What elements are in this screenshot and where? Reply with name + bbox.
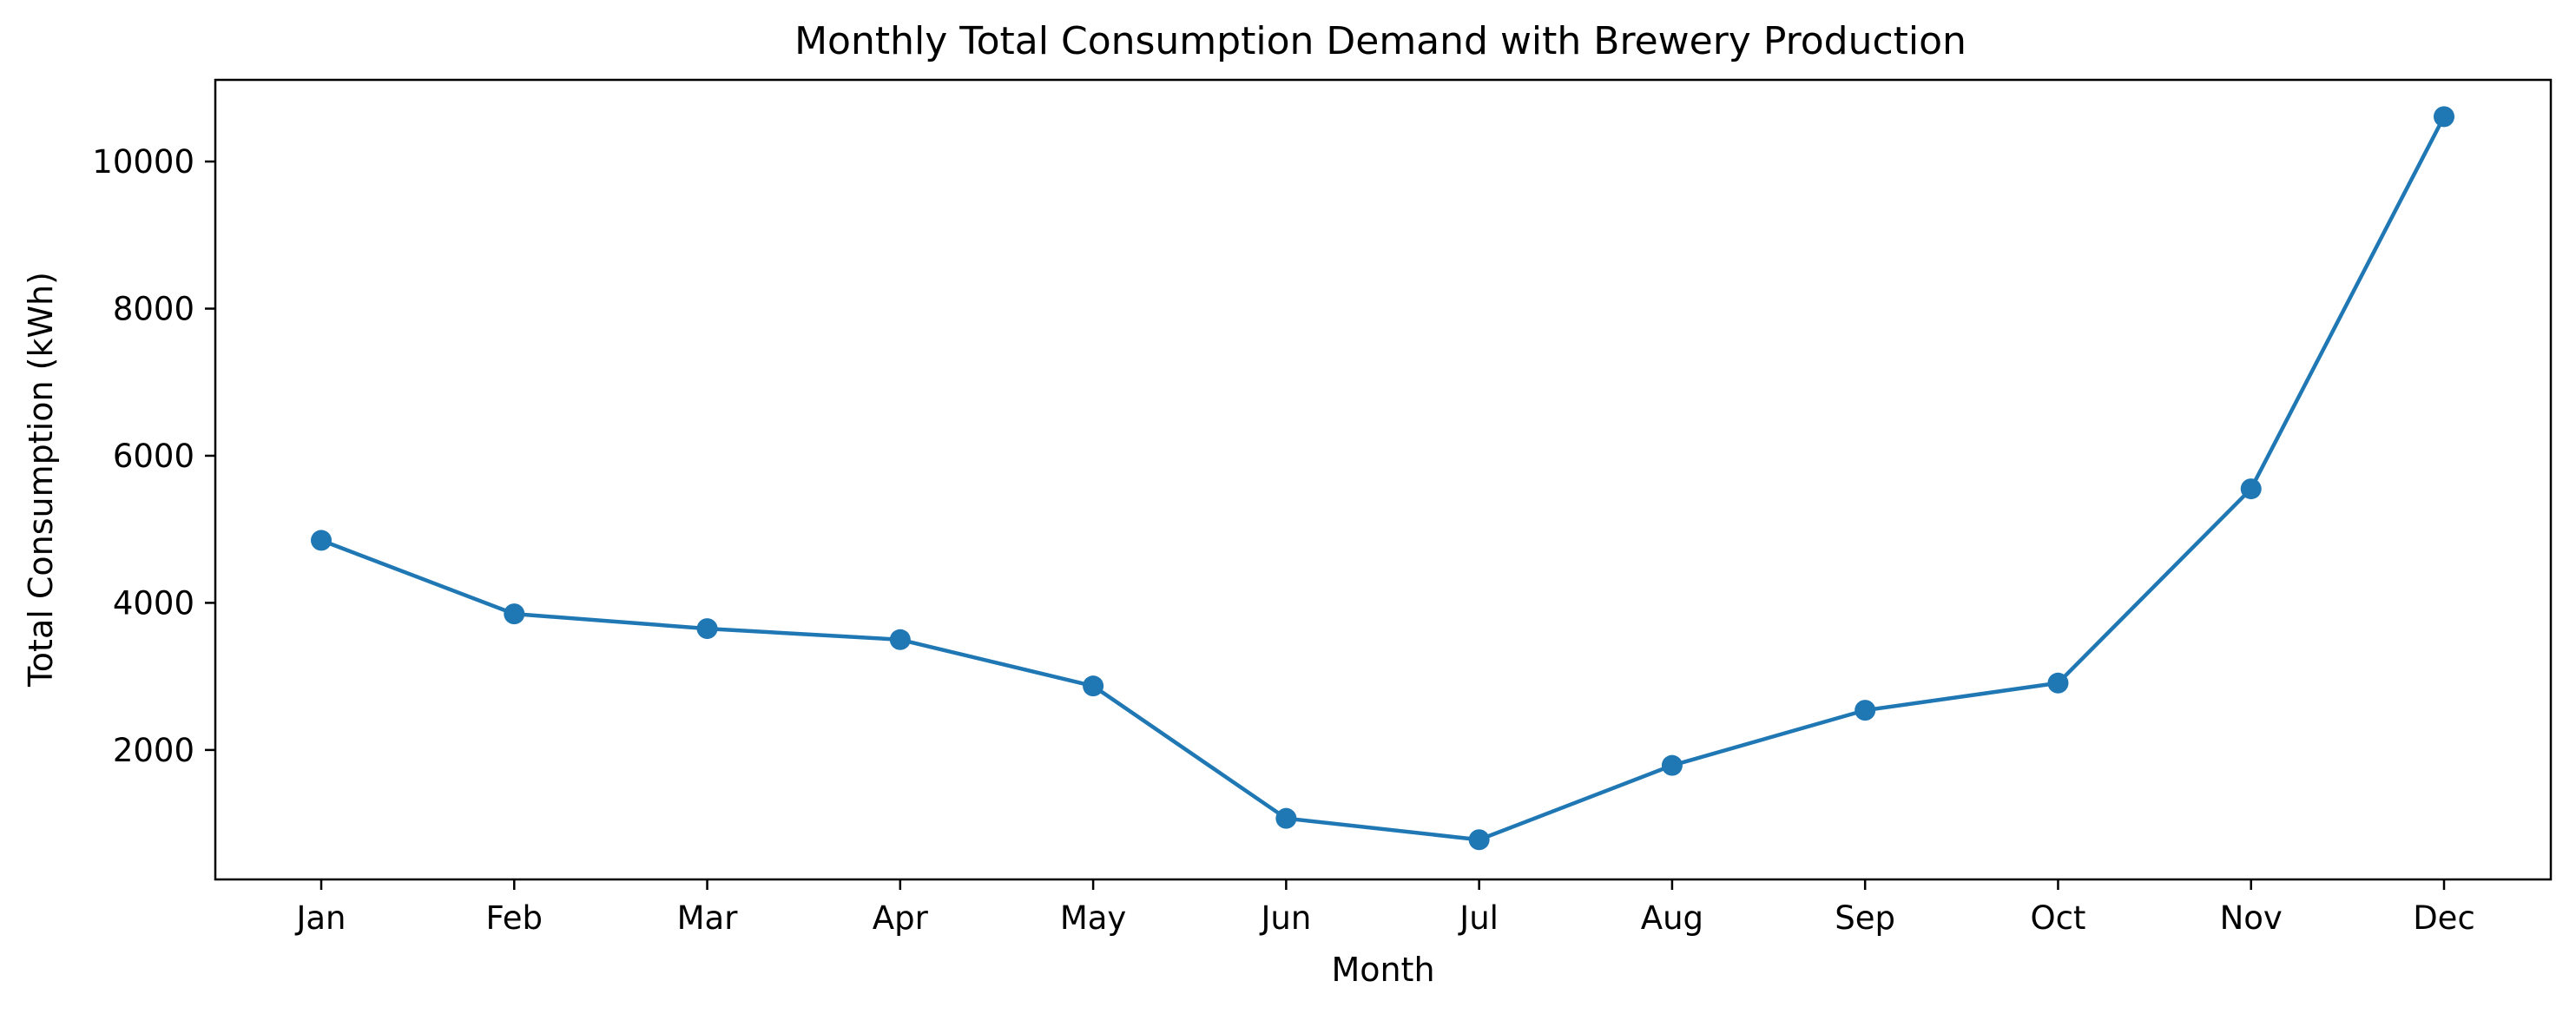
- chart-title: Monthly Total Consumption Demand with Br…: [794, 19, 1967, 63]
- data-point: [2240, 478, 2262, 500]
- data-point: [1855, 700, 1876, 721]
- x-tick-label: Jun: [1259, 899, 1311, 937]
- x-tick-label: Jan: [294, 899, 346, 937]
- x-tick-label: Sep: [1835, 899, 1895, 937]
- data-point: [311, 530, 332, 551]
- y-tick-label: 6000: [113, 438, 194, 475]
- data-point: [1275, 807, 1297, 829]
- x-tick-label: Oct: [2030, 899, 2085, 937]
- y-axis-label: Total Consumption (kWh): [22, 272, 60, 688]
- y-tick-label: 10000: [92, 143, 194, 181]
- data-point: [1468, 829, 1490, 851]
- data-point: [2434, 106, 2454, 128]
- x-axis-label: Month: [1331, 951, 1434, 989]
- axes-frame: [214, 78, 2553, 881]
- series-line: [319, 115, 2447, 842]
- x-tick-label: Aug: [1641, 899, 1703, 937]
- x-tick-label: Mar: [677, 899, 739, 937]
- y-axis: 2000 4000 6000 8000 10000: [92, 143, 215, 769]
- x-tick-label: Jul: [1458, 899, 1499, 937]
- data-point: [696, 618, 718, 640]
- data-point: [1661, 754, 1683, 776]
- y-tick-label: 4000: [113, 584, 194, 622]
- x-tick-label: Nov: [2220, 899, 2283, 937]
- x-axis: Jan Feb Mar Apr May Jun Jul Aug Sep Oct Nov Dec: [294, 879, 2475, 937]
- data-point: [504, 603, 525, 625]
- x-tick-label: Dec: [2413, 899, 2475, 937]
- data-point: [889, 629, 911, 650]
- plot-area: [311, 106, 2454, 851]
- x-tick-label: Apr: [873, 899, 929, 937]
- x-tick-label: May: [1060, 899, 1127, 937]
- y-tick-label: 8000: [113, 291, 194, 328]
- data-point: [1083, 675, 1104, 697]
- y-tick-label: 2000: [113, 732, 194, 769]
- data-point: [2047, 672, 2069, 694]
- x-tick-label: Feb: [486, 899, 544, 937]
